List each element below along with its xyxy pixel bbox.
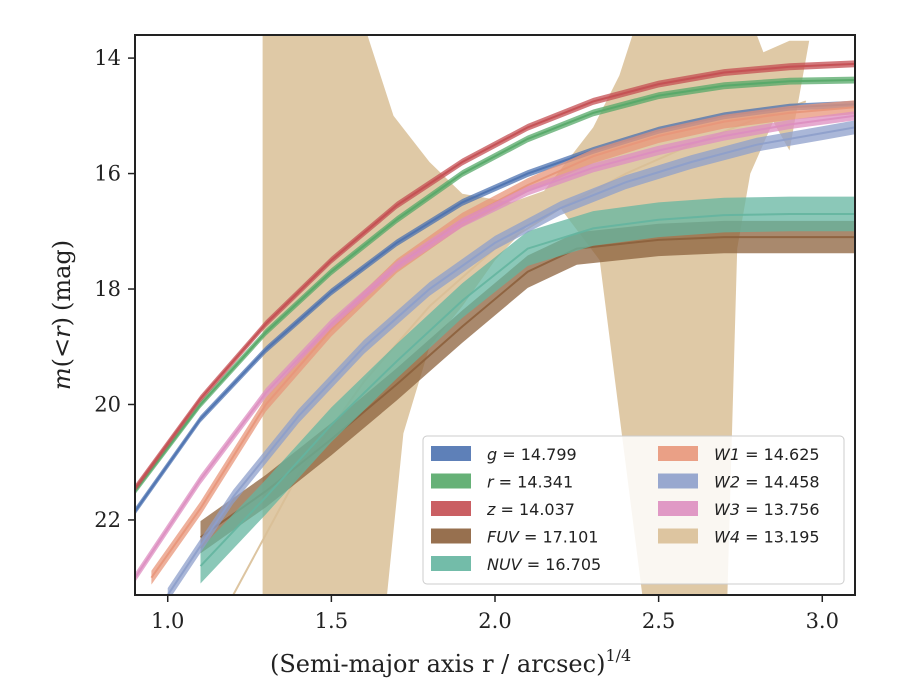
y-axis-title: m(<r) (mag): [48, 240, 76, 390]
legend-label-fuv: FUV = 17.101: [487, 528, 598, 547]
series-nuv-line: [199, 213, 855, 567]
legend: g = 14.799 r = 14.341 z = 14.037 FUV = 17.1…: [422, 435, 845, 585]
y-tick-label: 16: [94, 162, 121, 186]
y-axis-title-lt: (<: [48, 338, 76, 367]
series-w2: [166, 120, 855, 595]
legend-label-g: g = 14.799: [487, 445, 577, 464]
y-axis-title-m: m: [48, 367, 76, 390]
y-axis-title-r: r: [48, 325, 76, 338]
series-r: [135, 76, 855, 495]
y-axis: 14 16 18 20 22: [94, 46, 135, 532]
y-axis-title-unit: (mag): [48, 240, 76, 311]
y-axis-title-close: ): [48, 317, 76, 326]
series-w3-band: [135, 111, 855, 583]
series-fuv-band: [200, 220, 855, 554]
x-axis: 1.0 1.5 2.0 2.5 3.0: [151, 595, 839, 633]
legend-swatch-g: [431, 446, 471, 461]
legend-swatch-w1: [658, 446, 698, 461]
legend-label-r: r = 14.341: [487, 473, 573, 492]
legend-label-z: z = 14.037: [486, 500, 575, 519]
legend-swatch-z: [431, 501, 471, 516]
series-w2-line: [166, 126, 855, 595]
series-z-band: [135, 60, 855, 492]
series-w3: [135, 111, 855, 583]
y-tick-label: 20: [94, 392, 121, 416]
x-tick-label: 1.0: [151, 609, 184, 633]
series-nuv: [199, 196, 855, 584]
legend-label-w3: W3 = 13.756: [714, 500, 820, 519]
y-tick-label: 14: [94, 46, 121, 70]
x-tick-label: 3.0: [806, 609, 839, 633]
legend-label-w4: W4 = 13.195: [714, 528, 820, 547]
legend-swatch-nuv: [431, 556, 471, 571]
legend-label-w1: W1 = 14.625: [714, 445, 820, 464]
series-w3-line: [135, 114, 855, 579]
legend-swatch-w3: [658, 501, 698, 516]
x-tick-label: 2.0: [478, 609, 511, 633]
legend-box: [422, 435, 845, 585]
series-z: [135, 60, 855, 492]
x-axis-title-text: (Semi-major axis r / arcsec): [270, 650, 605, 678]
legend-swatch-w4: [658, 528, 698, 544]
x-tick-label: 2.5: [642, 609, 675, 633]
x-tick-label: 1.5: [315, 609, 348, 633]
y-tick-label: 22: [94, 508, 121, 532]
x-axis-title: (Semi-major axis r / arcsec)1/4: [270, 646, 631, 678]
legend-swatch-r: [431, 473, 471, 489]
series-r-line: [135, 79, 855, 492]
y-tick-label: 18: [94, 277, 121, 301]
legend-swatch-fuv: [431, 528, 471, 544]
legend-label-w2: W2 = 14.458: [714, 473, 820, 492]
series-z-line: [135, 62, 855, 489]
legend-label-nuv: NUV = 16.705: [487, 555, 601, 574]
legend-swatch-w2: [658, 473, 698, 489]
x-axis-title-exponent: 1/4: [605, 646, 631, 665]
